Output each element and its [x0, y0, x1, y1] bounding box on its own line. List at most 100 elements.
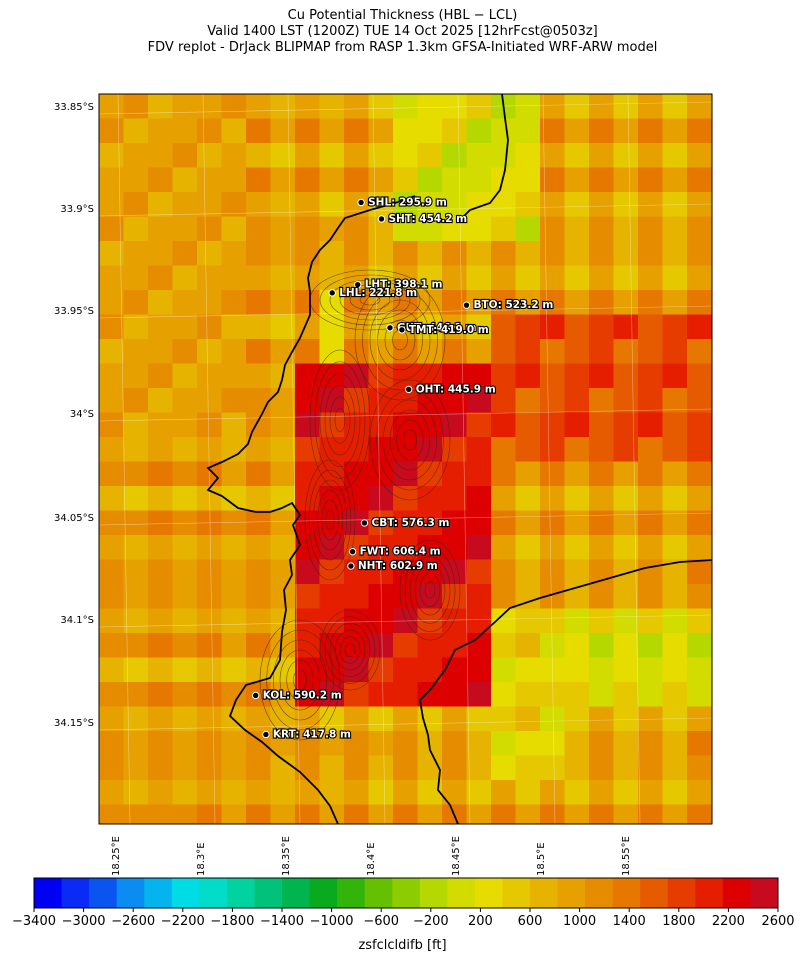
- field-cell: [564, 804, 590, 824]
- field-cell: [540, 731, 565, 756]
- field-cell: [246, 486, 271, 511]
- field-cell: [221, 388, 247, 413]
- field-cell: [564, 290, 590, 315]
- field-cell: [638, 510, 663, 536]
- field-cell: [221, 510, 247, 536]
- field-cell: [123, 535, 149, 560]
- field-cell: [638, 486, 663, 511]
- field-cell: [344, 118, 369, 144]
- field-cell: [368, 584, 394, 609]
- field-cell: [442, 437, 467, 462]
- field-cell: [638, 290, 663, 315]
- field-cell: [393, 682, 418, 707]
- station-marker-krt: [262, 730, 270, 739]
- field-cell: [221, 731, 247, 756]
- field-cell: [442, 363, 467, 389]
- field-cell: [123, 461, 149, 487]
- field-cell: [613, 241, 639, 266]
- field-cell: [711, 731, 712, 756]
- field-cell: [687, 412, 712, 438]
- field-cell: [295, 143, 320, 168]
- field-cell: [687, 241, 712, 266]
- field-cell: [99, 755, 124, 781]
- field-cell: [148, 265, 173, 291]
- field-cell: [515, 559, 541, 585]
- field-cell: [540, 461, 565, 487]
- field-cell: [319, 608, 345, 634]
- field-cell: [589, 192, 614, 217]
- field-cell: [221, 559, 247, 585]
- graticule-lon-line: [457, 94, 471, 824]
- field-cell: [148, 143, 173, 168]
- field-cell: [638, 339, 663, 364]
- field-cell: [246, 706, 271, 732]
- field-cell: [246, 118, 271, 144]
- field-cell: [687, 216, 712, 242]
- field-cell: [197, 706, 222, 732]
- field-cell: [442, 216, 467, 242]
- contour-line: [319, 373, 361, 467]
- field-cell: [123, 682, 149, 707]
- field-cell: [197, 584, 222, 609]
- field-cell: [687, 192, 712, 217]
- field-cell: [638, 118, 663, 144]
- field-cell: [417, 265, 443, 291]
- field-cell: [589, 167, 614, 193]
- field-cell: [99, 216, 124, 242]
- longitude-tick-label: 18.45°E: [451, 836, 462, 876]
- field-cell: [319, 118, 345, 144]
- colorbar-tick-label: 1000: [563, 914, 597, 929]
- field-cell: [466, 731, 492, 756]
- graticule-lon-line: [117, 94, 131, 824]
- field-cell: [442, 412, 467, 438]
- contour-line: [324, 616, 376, 684]
- field-cell: [417, 584, 443, 609]
- field-cell: [417, 804, 443, 824]
- field-cell: [99, 314, 124, 340]
- field-cell: [99, 143, 124, 168]
- field-cell: [711, 486, 712, 511]
- field-cell: [613, 608, 639, 634]
- field-cell: [344, 143, 369, 168]
- north-coastline: [457, 94, 509, 223]
- field-cell: [99, 118, 124, 144]
- field-cell: [368, 437, 394, 462]
- field-cell: [417, 118, 443, 144]
- field-cell: [711, 535, 712, 560]
- field-cell: [589, 535, 614, 560]
- field-cell: [564, 706, 590, 732]
- field-cell: [540, 510, 565, 536]
- field-cell: [99, 535, 124, 560]
- field-cell: [172, 216, 198, 242]
- field-cell: [662, 706, 688, 732]
- field-cell: [197, 167, 222, 193]
- field-cell: [662, 167, 688, 193]
- field-cell: [295, 192, 320, 217]
- latitude-tick-label: 34.1°S: [60, 615, 94, 626]
- field-cell: [172, 535, 198, 560]
- field-cell: [491, 780, 516, 805]
- field-cell: [148, 216, 173, 242]
- contour-line: [369, 299, 431, 381]
- field-cell: [515, 437, 541, 462]
- field-cell: [344, 706, 369, 732]
- field-cell: [221, 804, 247, 824]
- field-cell: [564, 241, 590, 266]
- field-cell: [197, 682, 222, 707]
- field-cell: [344, 241, 369, 266]
- colorbar-swatch: [419, 878, 448, 908]
- colorbar-swatch: [254, 878, 283, 908]
- field-cell: [123, 94, 149, 119]
- map-frame: [98, 93, 713, 825]
- field-cell: [221, 216, 247, 242]
- field-cell: [662, 143, 688, 168]
- field-cell: [515, 290, 541, 315]
- field-cell: [148, 94, 173, 119]
- field-cell: [123, 559, 149, 585]
- field-cell: [564, 192, 590, 217]
- field-cell: [99, 682, 124, 707]
- field-cell: [662, 657, 688, 683]
- contour-line: [279, 649, 321, 711]
- field-cell: [711, 265, 712, 291]
- field-cell: [148, 363, 173, 389]
